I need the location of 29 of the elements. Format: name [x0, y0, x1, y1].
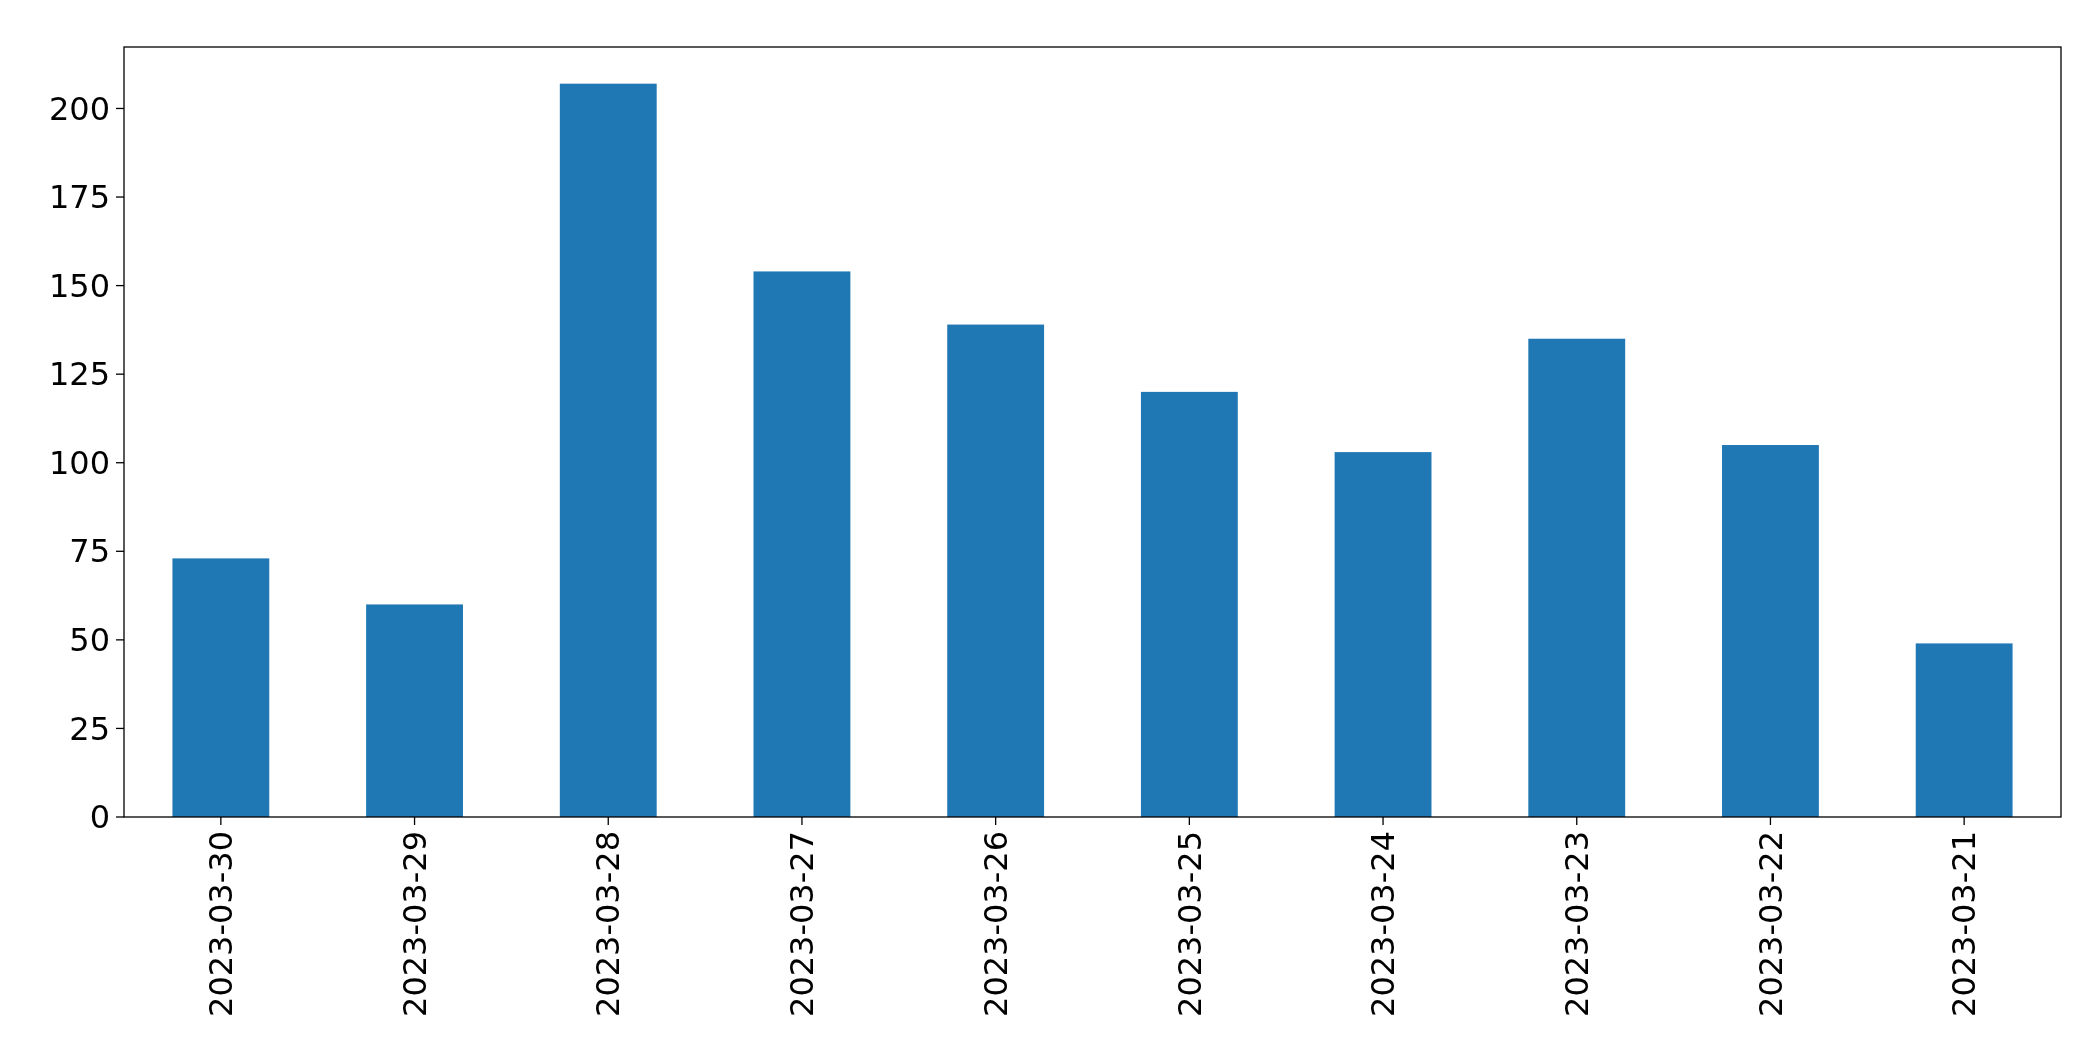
bar	[753, 271, 851, 817]
y-tick-label: 75	[69, 532, 110, 571]
x-tick-label: 2023-03-28	[589, 831, 628, 1017]
y-tick-label: 50	[69, 621, 110, 660]
y-tick-label: 175	[48, 178, 110, 217]
y-tick-label: 25	[69, 709, 110, 748]
x-tick-label: 2023-03-23	[1557, 831, 1596, 1017]
x-tick-label: 2023-03-30	[202, 831, 241, 1017]
x-tick-label: 2023-03-26	[976, 831, 1015, 1017]
x-tick-label: 2023-03-21	[1945, 831, 1984, 1017]
bar	[559, 83, 657, 817]
y-tick-label: 125	[48, 355, 110, 394]
bar	[1334, 452, 1432, 817]
bar	[947, 324, 1045, 817]
y-tick-label: 200	[48, 89, 110, 128]
bar	[366, 604, 463, 817]
bar	[1722, 445, 1819, 817]
bar	[1140, 391, 1238, 817]
x-tick-label: 2023-03-24	[1364, 831, 1403, 1017]
bar	[172, 558, 270, 817]
x-tick-label: 2023-03-25	[1170, 831, 1209, 1017]
bar	[1528, 338, 1626, 817]
x-tick-label: 2023-03-27	[783, 831, 822, 1017]
x-tick-label: 2023-03-29	[395, 831, 434, 1017]
y-tick-label: 0	[89, 798, 110, 837]
bar	[1915, 643, 2013, 817]
x-tick-label: 2023-03-22	[1751, 831, 1790, 1017]
y-tick-label: 150	[48, 266, 110, 305]
y-tick-label: 100	[48, 443, 110, 482]
